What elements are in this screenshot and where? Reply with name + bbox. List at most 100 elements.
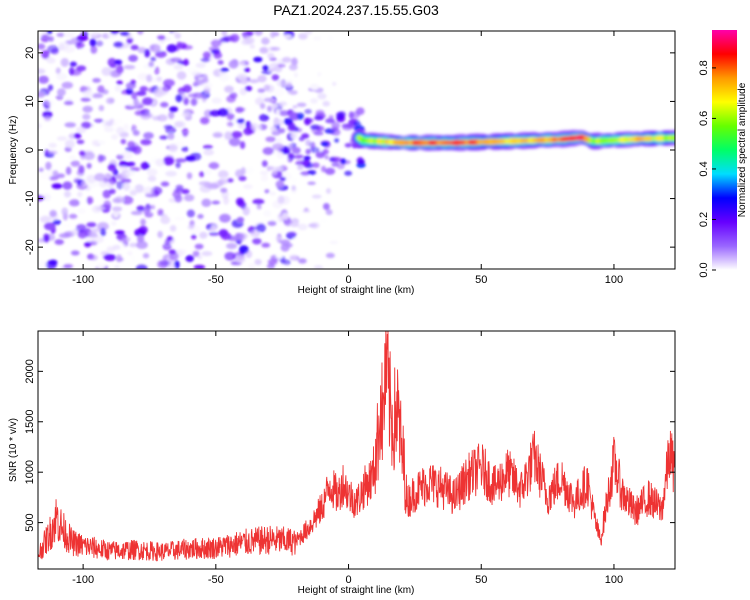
snr-y-label: SNR (10 * v/v) [8,418,19,482]
heatmap-noise-cell [278,110,290,117]
heatmap-noise-cell [52,219,62,225]
heatmap-noise-cell [315,151,326,159]
heatmap-noise-cell [221,31,228,37]
heatmap-noise-cell [314,115,324,121]
y-tick-label: 0 [24,147,36,153]
heatmap-noise-cell [107,57,117,67]
heatmap-noise-cell [199,231,208,239]
heatmap-noise-cell [80,180,89,187]
heatmap-noise-cell [146,74,153,83]
heatmap-noise-cell [256,204,262,210]
heatmap-noise-cell [90,254,98,261]
heatmap-noise-cell [176,71,187,80]
heatmap-noise-cell [127,251,133,256]
heatmap-noise-cell [38,186,49,192]
heatmap-noise-cell [260,174,269,182]
heatmap-noise-cell [324,167,336,175]
heatmap-noise-cell [275,235,282,242]
heatmap-noise-cell [243,36,255,45]
heatmap-noise-cell [103,200,112,209]
heatmap-noise-cell [165,170,177,177]
heatmap-noise-cell [44,222,56,231]
heatmap-noise-cell [76,35,89,42]
heatmap-noise-cell [56,32,65,37]
heatmap-noise-cell [97,140,106,145]
heatmap-noise-cell [211,200,221,205]
heatmap-noise-cell [130,254,136,263]
heatmap-noise-cell [275,137,283,145]
heatmap-signal-track [351,130,675,151]
heatmap-noise-cell [242,206,250,216]
heatmap-noise-cell [315,109,325,116]
heatmap-noise-cell [148,61,155,68]
heatmap-noise-cell [112,244,121,250]
heatmap-noise-cell [73,133,82,139]
heatmap-noise-cell [130,79,136,85]
heatmap-noise-cell [92,78,101,83]
heatmap-noise-cell [268,68,276,72]
y-tick-label: 2000 [24,359,36,383]
heatmap-noise-cell [82,113,91,121]
heatmap-noise-cell [142,186,155,196]
heatmap-noise-cell [292,136,298,140]
heatmap-noise-cell [269,31,276,39]
heatmap-noise-cell [38,123,42,129]
heatmap-noise-cell [111,134,118,140]
heatmap-noise-cell [42,110,53,119]
heatmap-noise-cell [288,231,297,237]
heatmap-noise-cell [276,79,287,88]
x-tick-label: 100 [605,574,623,586]
heatmap-noise-cell [297,164,304,171]
heatmap-noise-cell [211,97,222,104]
heatmap-noise-cell [187,93,198,98]
heatmap-noise-cell [216,179,229,185]
heatmap-noise-cell [48,259,58,266]
heatmap-noise-cell [186,172,193,180]
heatmap-noise-cell [41,50,50,59]
heatmap-noise-cell [231,131,243,139]
heatmap-noise-cell [235,255,246,263]
heatmap-noise-cell [166,236,173,241]
heatmap-noise-cell [48,142,57,149]
heatmap-noise-cell [77,208,86,214]
heatmap-noise-cell [191,71,203,77]
heatmap-noise-cell [300,171,311,176]
heatmap-noise-cell [229,33,240,43]
colorbar-tick-label: 0.6 [698,111,710,126]
heatmap-noise-cell [51,183,63,190]
heatmap-noise-cell [192,250,200,257]
x-tick-label: 100 [605,274,623,286]
heatmap-noise-cell [352,111,361,119]
heatmap-noise-cell [239,87,247,96]
heatmap-noise-cell [76,169,85,177]
heatmap-noise-cell [94,173,106,182]
heatmap-noise-cell [90,45,98,54]
heatmap-noise-cell [252,198,265,205]
heatmap-noise-cell [75,224,87,233]
heatmap-noise-cell [288,112,298,119]
heatmap-noise-cell [44,116,52,122]
heatmap-noise-cell [38,68,46,75]
heatmap-noise-cell [298,32,308,40]
heatmap-noise-cell [197,255,203,260]
heatmap-noise-cell [82,105,93,113]
heatmap-noise-cell [79,198,87,205]
heatmap-noise-cell [112,210,120,218]
heatmap-noise-cell [325,209,333,216]
heatmap-noise-cell [150,56,157,62]
heatmap-noise-cell [101,89,109,95]
heatmap-noise-cell [253,56,263,63]
heatmap-noise-cell [175,158,187,163]
colorbar-ticks: 0.0 0.2 0.4 0.6 0.8 [698,60,716,278]
snr-background [38,331,675,569]
heatmap-noise-cell [291,185,296,191]
heatmap-noise-cell [167,133,175,140]
heatmap-noise-cell [116,180,125,190]
heatmap-noise-cell [304,109,312,115]
heatmap-noise-cell [287,146,294,151]
heatmap-noise-cell [325,252,335,259]
heatmap-noise-cell [176,41,182,49]
heatmap-noise-cell [346,122,353,129]
heatmap-noise-cell [262,147,274,155]
heatmap-noise-cell [130,210,143,216]
